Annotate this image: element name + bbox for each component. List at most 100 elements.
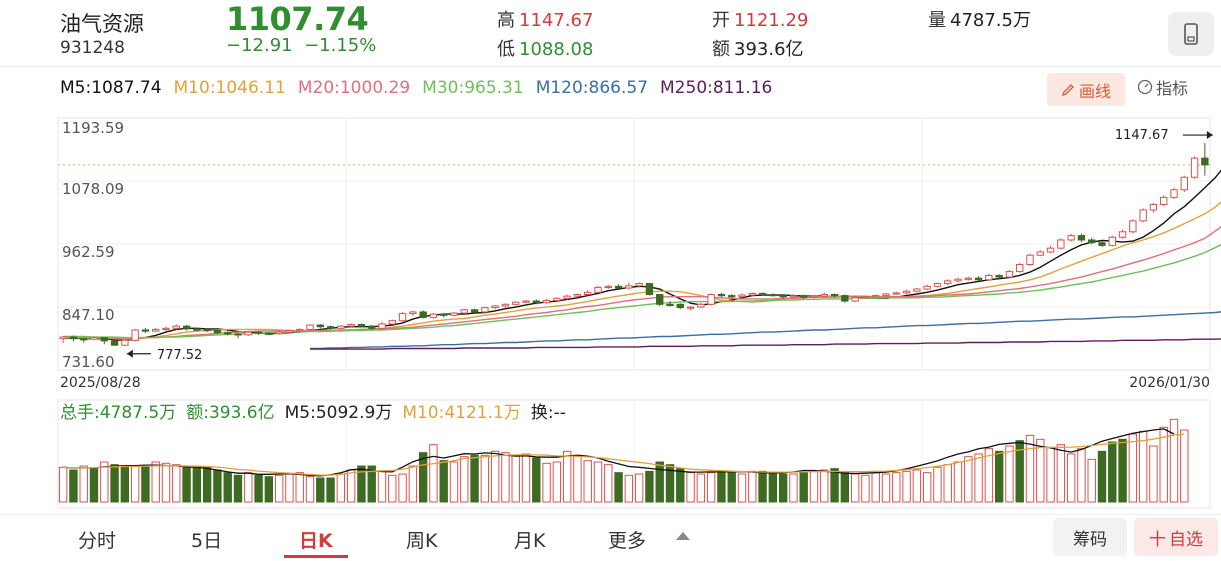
chips-button[interactable]: 筹码 — [1053, 518, 1127, 556]
candle-body — [542, 300, 551, 304]
plus-icon: 十 — [1149, 529, 1166, 550]
candle-body — [203, 328, 211, 332]
candle-body — [1046, 247, 1055, 253]
candle-body — [604, 285, 612, 289]
candle-body — [357, 324, 366, 327]
volume-bar — [624, 474, 634, 503]
candle-body — [1170, 189, 1178, 198]
ma-legend-m20: M20:1000.29 — [297, 78, 411, 98]
candle-body — [162, 327, 170, 331]
gauge-icon — [1137, 79, 1153, 95]
candle-body — [193, 328, 201, 331]
candle-body — [769, 294, 777, 297]
volume-bar — [604, 464, 613, 503]
volume-bar — [418, 452, 428, 503]
volume-bar — [964, 456, 973, 503]
volume-bar — [799, 472, 808, 503]
volume-bar — [326, 477, 335, 503]
volume-bar — [820, 469, 829, 503]
indicator-button[interactable]: 指标 — [1137, 75, 1188, 99]
candle-body — [1088, 239, 1096, 244]
candle-body — [882, 293, 890, 297]
volume-bar — [1180, 429, 1189, 503]
volume-bar — [377, 470, 387, 503]
y-tick-label: 731.60 — [62, 353, 115, 371]
ma-lines — [63, 169, 1221, 350]
candle-body — [666, 303, 674, 307]
volume-bar — [1108, 441, 1117, 503]
volume-bar — [141, 465, 150, 503]
candle-body — [954, 278, 962, 282]
add-watchlist-button[interactable]: 十 自选 — [1134, 518, 1218, 556]
max-arrow-head — [1206, 131, 1213, 140]
candle-body — [830, 294, 839, 297]
volume-bar — [933, 466, 942, 503]
volume-bar — [634, 473, 644, 503]
caret-up-icon[interactable] — [676, 532, 690, 540]
y-tick-label: 847.10 — [62, 306, 115, 324]
candle-body — [470, 309, 479, 313]
volume-bar — [881, 473, 891, 503]
volume-bar — [285, 473, 294, 503]
tab-more[interactable]: 更多 — [608, 530, 647, 552]
volume-bar — [943, 464, 952, 503]
volume-bar — [69, 469, 78, 503]
candle-body — [892, 292, 900, 295]
candles — [59, 143, 1209, 346]
draw-line-button[interactable]: 画线 — [1047, 73, 1125, 106]
volume-bar — [439, 460, 448, 503]
ma-legend-m120: M120:866.57 — [535, 78, 649, 98]
volume-bar — [254, 474, 263, 503]
volume-bar — [213, 469, 222, 503]
vol-amount: 额:393.6亿 — [186, 403, 275, 423]
candle-body — [563, 295, 571, 299]
volume-bar — [408, 465, 418, 503]
volume-bar — [861, 474, 870, 503]
tabs-divider — [0, 514, 1221, 515]
candle-body — [1077, 235, 1086, 241]
volume-legend: 总手:4787.5万 额:393.6亿 M5:5092.9万 M10:4121.… — [60, 398, 566, 423]
volume-bar — [984, 448, 994, 503]
header-divider — [0, 66, 1221, 67]
candle-body — [656, 294, 664, 305]
tab-5day[interactable]: 5日 — [191, 530, 223, 552]
volume-bar — [264, 476, 274, 503]
min-price-label: 777.52 — [157, 348, 203, 363]
candle-body — [841, 295, 849, 302]
candle-body — [635, 283, 643, 287]
volume-label: 量 — [928, 10, 946, 31]
landscape-toggle-button[interactable] — [1168, 12, 1214, 56]
volume-bar — [665, 464, 675, 503]
candle-body — [933, 283, 942, 287]
candle-body — [923, 285, 931, 290]
candle-body — [1118, 231, 1127, 238]
candle-body — [1098, 242, 1106, 246]
volume-bar — [460, 456, 469, 503]
volume-bar — [974, 453, 983, 503]
open-label: 开 — [712, 10, 730, 31]
volume-bar — [706, 472, 716, 503]
candle-body — [676, 303, 684, 309]
volume-bar — [1046, 446, 1055, 503]
tab-intraday[interactable]: 分时 — [78, 530, 117, 552]
candle-body — [398, 313, 407, 322]
candle-body — [697, 303, 705, 308]
volume-bar — [871, 472, 880, 503]
volume-bar — [357, 465, 366, 503]
candle-body — [584, 291, 592, 296]
volume-bar — [593, 461, 603, 503]
candle-body — [491, 305, 499, 309]
tab-weekly-k[interactable]: 周K — [406, 530, 438, 552]
volume-bar — [182, 466, 191, 503]
candle-body — [326, 326, 335, 329]
candle-body — [275, 331, 283, 335]
volume-bar — [1159, 426, 1168, 503]
indicator-label: 指标 — [1156, 79, 1189, 98]
candle-body — [316, 324, 324, 328]
tab-monthly-k[interactable]: 月K — [514, 530, 546, 552]
y-tick-label: 1078.09 — [62, 180, 124, 198]
candle-body — [1108, 236, 1116, 246]
kline-chart[interactable]: 1193.59 1078.09 962.59 847.10 731.60 1147.67… — [0, 0, 1221, 514]
volume-bar — [922, 472, 932, 503]
tab-daily-k[interactable]: 日K — [299, 530, 333, 552]
